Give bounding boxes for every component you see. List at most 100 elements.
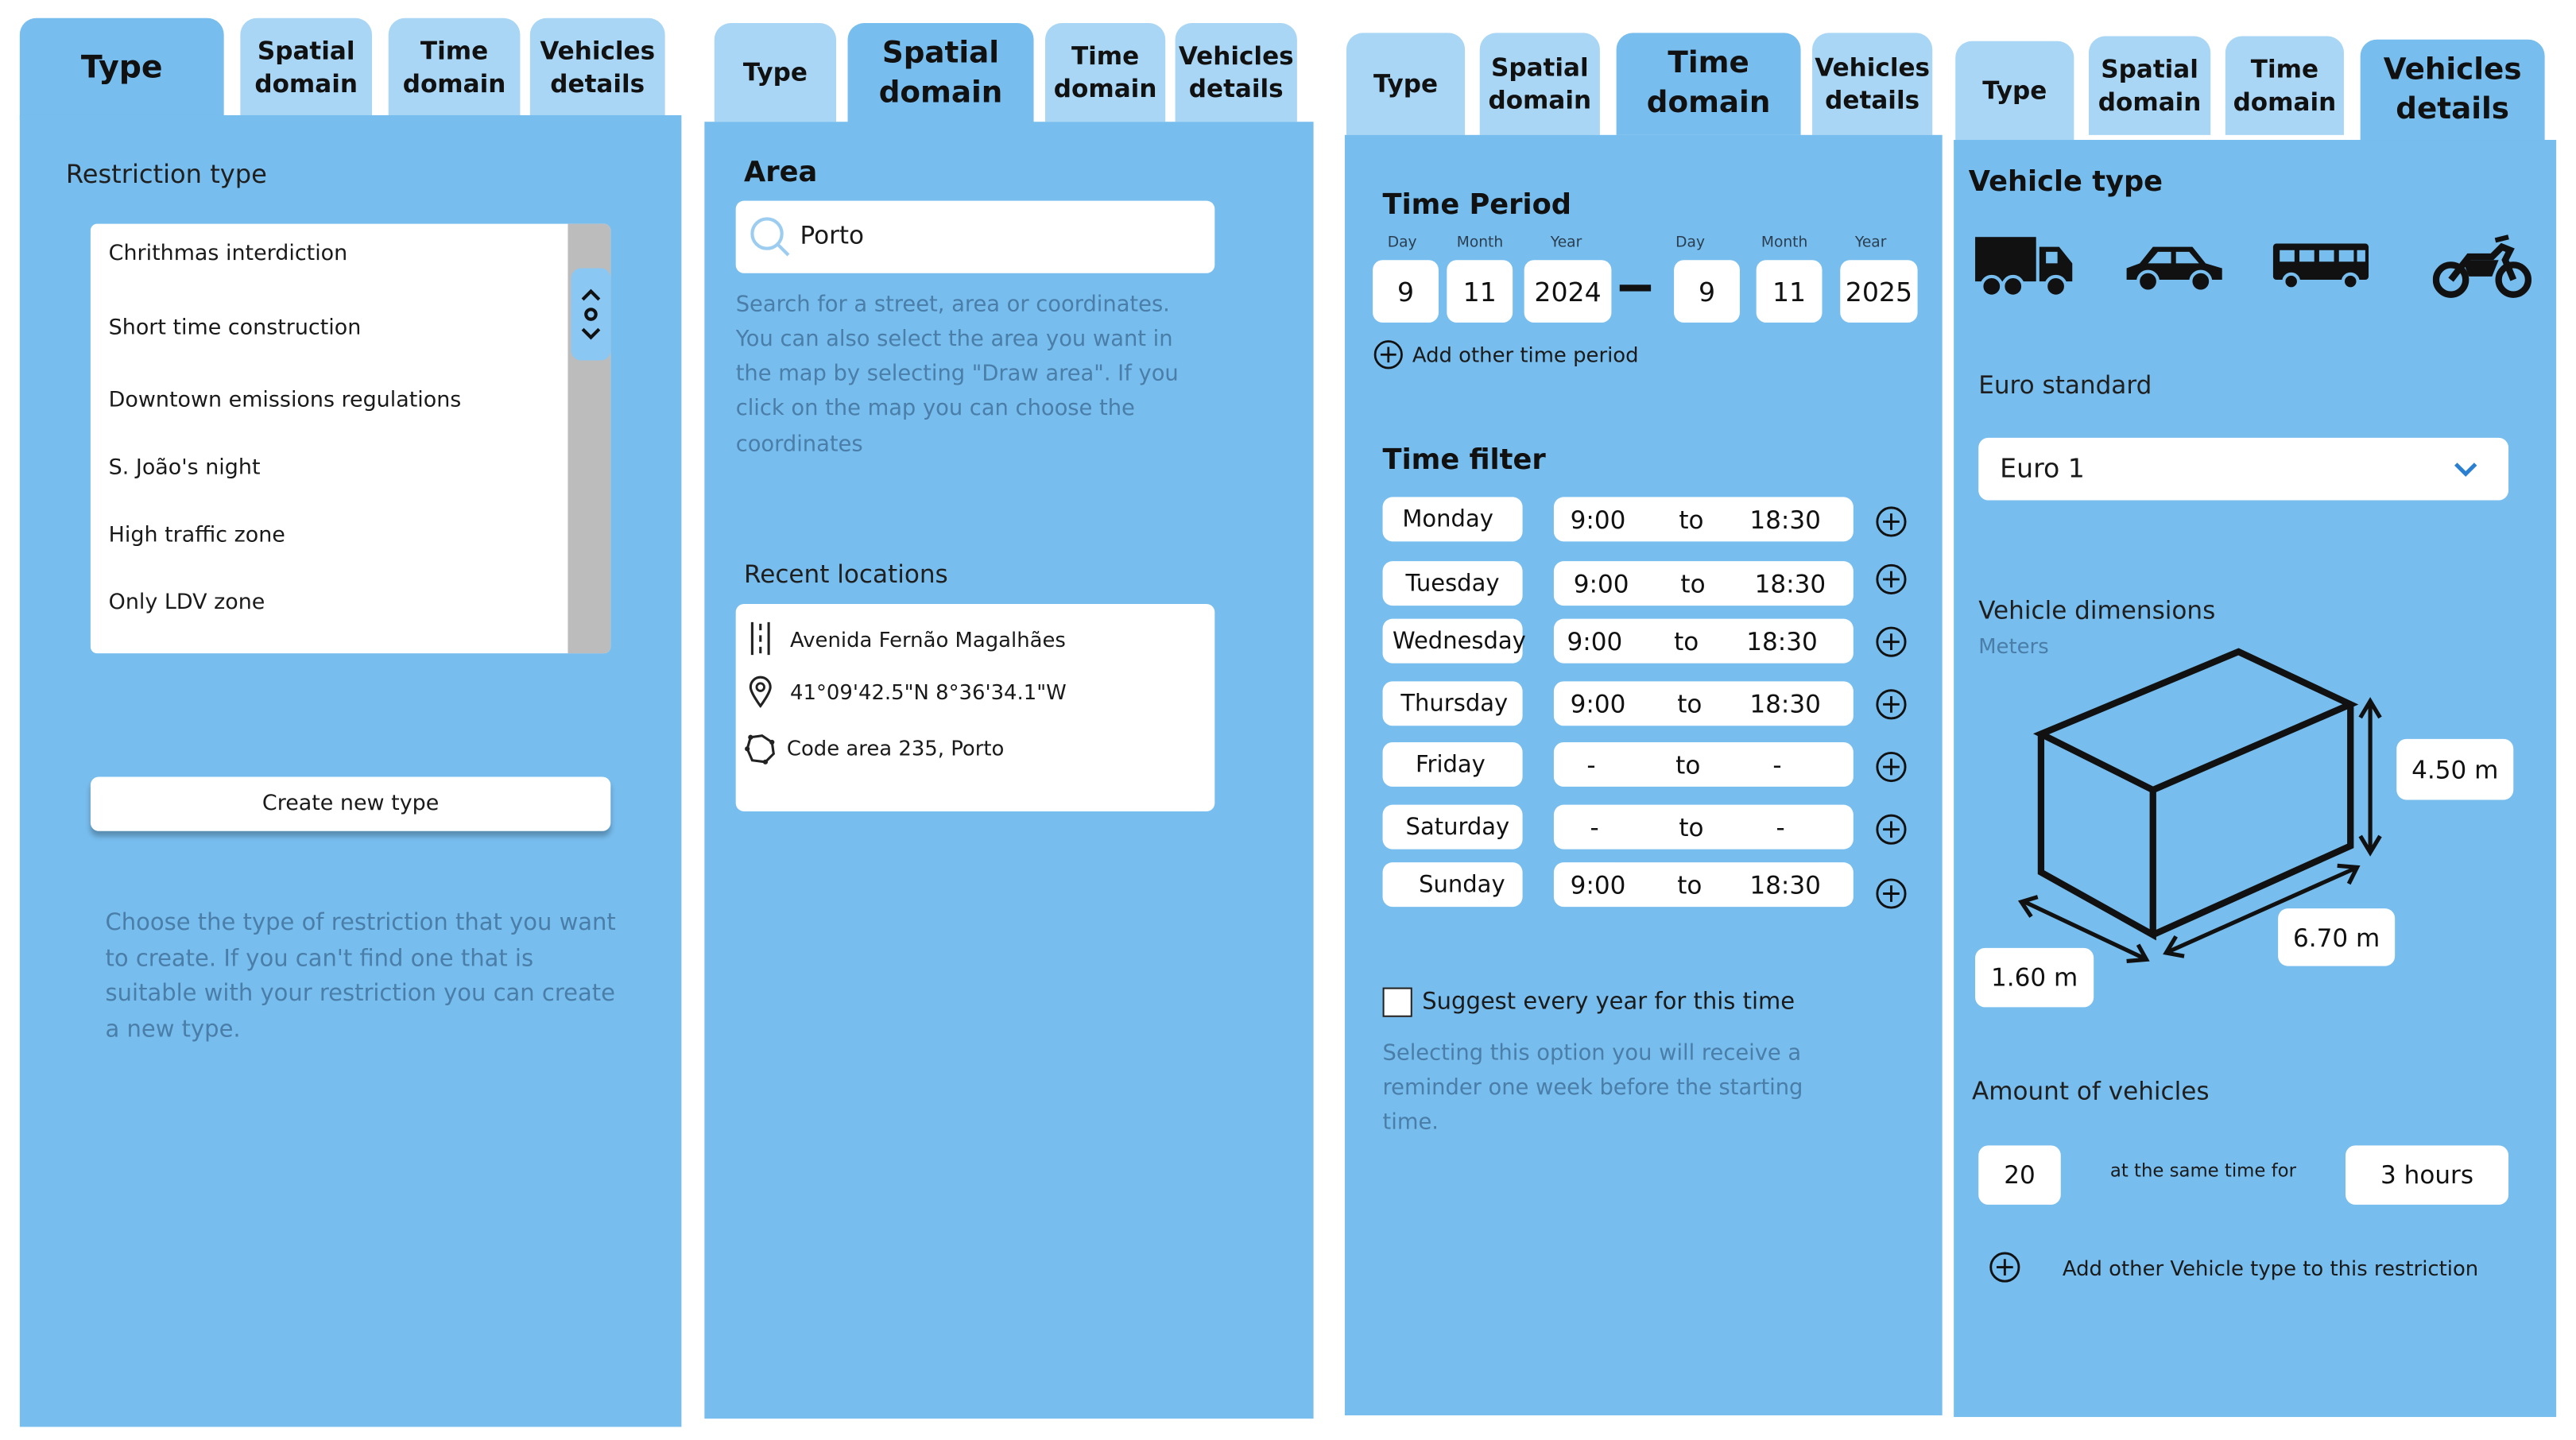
list-item[interactable]: Chrithmas interdiction [108, 242, 348, 267]
road-icon [750, 621, 770, 656]
width-value[interactable]: 1.60 m [1975, 947, 2094, 1008]
tab-time-domain[interactable]: Time domain [388, 17, 521, 118]
start-month-input[interactable]: 11 [1447, 260, 1513, 323]
list-item[interactable]: Only LDV zone [108, 590, 265, 616]
recent-locations-list [735, 604, 1215, 811]
add-time-plus-icon[interactable] [1875, 505, 1908, 538]
tab-type[interactable]: Type [1955, 41, 2074, 141]
day-label: Thursday [1382, 681, 1523, 726]
add-period-link[interactable]: Add other time period [1412, 342, 1639, 367]
area-title: Area [744, 156, 818, 190]
end-month-label: Month [1761, 235, 1808, 252]
time-range-input[interactable]: - to - [1553, 741, 1854, 787]
duration-input[interactable]: 3 hours [2346, 1145, 2509, 1205]
scroll-arrows-icon [581, 288, 601, 340]
height-value[interactable]: 4.50 m [2396, 738, 2514, 800]
add-vehicle-plus-icon[interactable] [1989, 1251, 2021, 1283]
time-range-input[interactable]: 9:00 to 18:30 [1553, 618, 1854, 664]
recent-location-item[interactable]: 41°09'42.5"N 8°36'34.1"W [790, 679, 1067, 705]
add-time-plus-icon[interactable] [1875, 688, 1908, 721]
length-value[interactable]: 6.70 m [2278, 908, 2396, 966]
tab-type[interactable]: Type [714, 22, 837, 122]
vehicle-box-diagram [2017, 648, 2382, 963]
truck-icon[interactable] [1974, 230, 2075, 300]
list-item[interactable]: Downtown emissions regulations [108, 388, 462, 413]
area-search-value: Porto [800, 220, 865, 250]
add-vehicle-link[interactable]: Add other Vehicle type to this restricti… [2062, 1256, 2479, 1281]
recent-locations-title: Recent locations [744, 559, 948, 590]
tab-time-domain[interactable]: Time domain [2225, 36, 2344, 135]
start-year-input[interactable]: 2024 [1524, 260, 1612, 323]
search-icon [750, 217, 790, 257]
restriction-type-list [90, 223, 611, 654]
tab-spatial-domain[interactable]: Spatial domain [2088, 36, 2211, 135]
end-day-input[interactable]: 9 [1674, 260, 1740, 323]
suggest-yearly-label: Suggest every year for this time [1422, 989, 1795, 1016]
tab-time-domain[interactable]: Time domain [1045, 22, 1166, 122]
day-label: Tuesday [1382, 561, 1523, 606]
add-time-plus-icon[interactable] [1875, 750, 1908, 783]
area-search-input[interactable] [735, 200, 1215, 273]
create-new-type-button[interactable]: Create new type [90, 776, 611, 831]
tab-time-domain[interactable]: Time domain [1616, 33, 1801, 135]
day-label: Friday [1382, 741, 1523, 787]
area-icon [745, 734, 775, 765]
start-month-label: Month [1456, 235, 1504, 252]
time-range-input[interactable]: - to - [1553, 804, 1854, 850]
list-item[interactable]: Short time construction [108, 315, 362, 341]
day-label: Wednesday [1382, 618, 1526, 664]
euro-standard-value: Euro 1 [2000, 452, 2085, 484]
dimensions-unit-label: Meters [1978, 633, 2049, 659]
end-year-input[interactable]: 2025 [1840, 260, 1918, 323]
recent-location-item[interactable]: Code area 235, Porto [786, 735, 1005, 761]
tab-vehicles-details[interactable]: Vehicles details [1812, 33, 1933, 135]
chevron-down-icon[interactable] [2453, 459, 2479, 479]
time-range-input[interactable]: 9:00 to 18:30 [1553, 561, 1854, 606]
scroll-handle[interactable] [571, 268, 611, 361]
area-help-text: Search for a street, area or coordinates… [735, 292, 1179, 457]
add-time-plus-icon[interactable] [1875, 625, 1908, 658]
tab-vehicles-details[interactable]: Vehicles details [1175, 22, 1297, 122]
tab-type[interactable]: Type [19, 17, 224, 121]
time-range-input[interactable]: 9:00 to 18:30 [1553, 497, 1854, 542]
tab-spatial-domain[interactable]: Spatial domain [847, 22, 1034, 126]
euro-standard-title: Euro standard [1978, 370, 2152, 401]
day-label: Monday [1382, 497, 1523, 542]
amount-of-vehicles-title: Amount of vehicles [1971, 1076, 2210, 1106]
tab-vehicles-details[interactable]: Vehicles details [2360, 39, 2545, 142]
add-time-plus-icon[interactable] [1875, 877, 1908, 910]
tab-spatial-domain[interactable]: Spatial domain [1479, 33, 1600, 135]
recent-location-item[interactable]: Avenida Fernão Magalhães [790, 627, 1066, 652]
bus-icon[interactable] [2272, 240, 2370, 292]
time-range-input[interactable]: 9:00 to 18:30 [1553, 681, 1854, 726]
list-item[interactable]: High traffic zone [108, 523, 285, 548]
restriction-type-title: Restriction type [65, 159, 267, 190]
add-time-plus-icon[interactable] [1875, 813, 1908, 846]
start-day-input[interactable]: 9 [1373, 260, 1439, 323]
period-dash [1619, 285, 1652, 292]
time-filter-title: Time filter [1382, 444, 1546, 478]
end-year-label: Year [1854, 235, 1887, 252]
car-icon[interactable] [2123, 240, 2225, 296]
tab-spatial-domain[interactable]: Spatial domain [240, 17, 373, 118]
end-month-input[interactable]: 11 [1756, 260, 1823, 323]
time-range-input[interactable]: 9:00 to 18:30 [1553, 862, 1854, 908]
vehicle-amount-input[interactable]: 20 [1978, 1145, 2061, 1205]
day-label: Sunday [1382, 862, 1523, 908]
motorcycle-icon[interactable] [2432, 230, 2532, 300]
add-time-plus-icon[interactable] [1875, 563, 1908, 595]
list-item[interactable]: S. João's night [108, 455, 261, 481]
suggest-yearly-checkbox[interactable] [1382, 987, 1412, 1017]
day-label: Saturday [1382, 804, 1523, 850]
time-period-title: Time Period [1382, 189, 1571, 223]
tab-vehicles-details[interactable]: Vehicles details [529, 17, 665, 118]
euro-standard-select[interactable] [1978, 437, 2509, 501]
start-day-label: Day [1387, 235, 1417, 252]
tab-type[interactable]: Type [1346, 33, 1466, 135]
vehicle-dimensions-title: Vehicle dimensions [1978, 595, 2216, 625]
same-time-label: at the same time for [2109, 1159, 2296, 1182]
suggest-help-text: Selecting this option you will receive a… [1382, 1041, 1803, 1136]
add-period-plus-icon[interactable] [1373, 339, 1404, 370]
start-year-label: Year [1550, 235, 1582, 252]
